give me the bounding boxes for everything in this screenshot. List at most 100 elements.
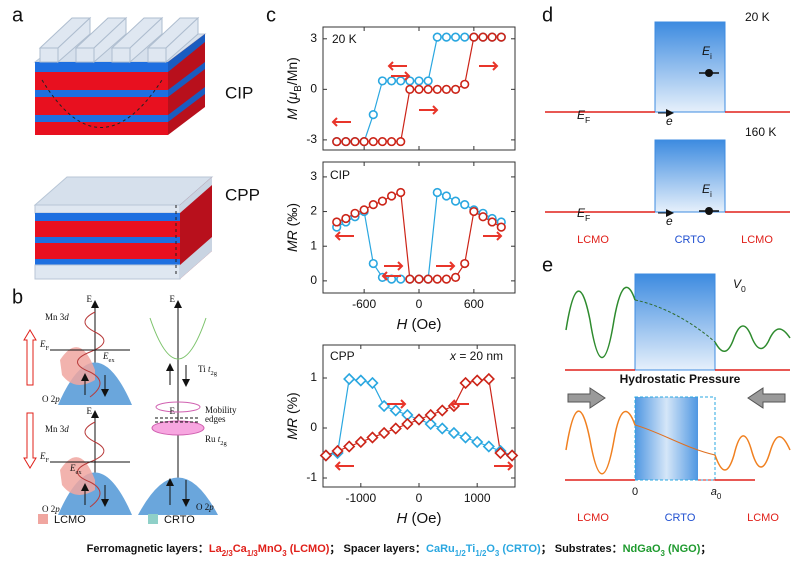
data-point (368, 200, 378, 210)
band-label: Ti t2g (198, 364, 218, 377)
data-point (471, 435, 484, 449)
text-run: 2g (220, 440, 227, 447)
data-point (505, 449, 519, 462)
data-point (450, 84, 461, 94)
data-point (460, 32, 470, 42)
text-run: MR (284, 418, 300, 440)
data-point (377, 196, 388, 206)
data-point (359, 205, 369, 215)
y-tick-label: 0 (310, 82, 317, 96)
data-point (469, 206, 479, 217)
series-line (336, 191, 502, 280)
text-run: d (64, 424, 69, 434)
data-point (432, 32, 442, 42)
level-label: Ei (702, 182, 712, 199)
y-tick-label: 3 (310, 169, 317, 183)
data-point (441, 191, 452, 201)
text-run: p (54, 394, 60, 404)
data-point (460, 258, 470, 269)
text-run: E (577, 108, 586, 122)
level-label: Ei (702, 44, 712, 61)
position-label: a0 (711, 486, 722, 501)
text-run: H (396, 316, 407, 333)
band-label: Mobility (205, 405, 237, 415)
data-point (389, 404, 402, 417)
data-point (401, 417, 414, 431)
geometry-label: CPP (225, 185, 260, 204)
x-tick-label: -1000 (345, 491, 376, 505)
data-point (341, 136, 351, 147)
text-run: CPP (330, 349, 355, 363)
text-run: d (64, 312, 69, 322)
annotation: CPP (330, 349, 355, 363)
field-arrow (391, 71, 411, 81)
text-run: E (702, 44, 711, 58)
x-tick-label: 600 (464, 297, 484, 311)
panel-label: d (542, 4, 553, 26)
text-run: Ca (233, 543, 248, 555)
field-arrow (449, 399, 469, 409)
data-point (377, 399, 391, 413)
data-point (405, 274, 415, 284)
annotation: CIP (330, 168, 350, 182)
band-label: O 2p (42, 504, 60, 514)
data-point (396, 136, 406, 147)
data-point (377, 136, 388, 147)
field-arrow (331, 117, 351, 127)
data-point (366, 431, 379, 444)
data-point (405, 84, 415, 94)
y-axis-label: MR (%) (284, 392, 300, 439)
text-run: E (69, 463, 76, 473)
text-run: 0 (717, 492, 722, 501)
text-run: (LCMO) (287, 543, 330, 555)
data-point (460, 200, 470, 210)
level-label: EF (577, 206, 590, 223)
y-tick-label: 3 (310, 31, 317, 45)
caption: Ferromagnetic layers：La2/3Ca1/3MnO3 (LCM… (87, 543, 712, 558)
data-point (377, 426, 391, 440)
band-label: edges (205, 414, 226, 424)
data-point (343, 440, 356, 453)
data-point (436, 422, 449, 435)
data-point (405, 76, 415, 86)
x-tick-label: 0 (416, 297, 423, 311)
field-arrow (387, 399, 407, 409)
legend-label: LCMO (54, 514, 86, 526)
text-run: F (585, 213, 590, 223)
text-run: 3 (282, 549, 287, 558)
data-point (386, 136, 397, 147)
data-point (441, 84, 452, 94)
text-run: (‰) (284, 203, 300, 230)
text-run: i (710, 189, 712, 199)
x-axis-label: H (Oe) (396, 510, 441, 527)
data-point (386, 191, 397, 201)
band-label: Mn 3d (45, 424, 69, 434)
text-run: F (46, 457, 50, 464)
text-run: E (39, 451, 46, 461)
data-point (354, 374, 367, 387)
data-point (424, 408, 437, 422)
text-run: Ti (198, 364, 208, 374)
cpp-stack (33, 176, 214, 280)
data-point (350, 136, 360, 147)
panel-label: e (542, 254, 553, 276)
layer-label: CRTO (665, 512, 696, 524)
text-run: F (46, 345, 50, 352)
field-arrow (384, 261, 404, 271)
text-run: 0 (741, 284, 746, 294)
text-run: (NGO) (665, 543, 701, 555)
data-point (450, 32, 461, 42)
text-run: MR (284, 230, 300, 252)
text-run: Mn 3 (45, 424, 65, 434)
field-arrow (494, 461, 514, 471)
data-point (424, 417, 437, 431)
axis-label: E (170, 406, 176, 416)
carrier: e (666, 114, 673, 128)
text-run: 1/3 (247, 549, 259, 558)
data-point (396, 76, 406, 86)
data-point (450, 272, 461, 283)
data-point (414, 84, 424, 94)
layer-label: LCMO (577, 234, 609, 246)
data-point (359, 136, 369, 147)
